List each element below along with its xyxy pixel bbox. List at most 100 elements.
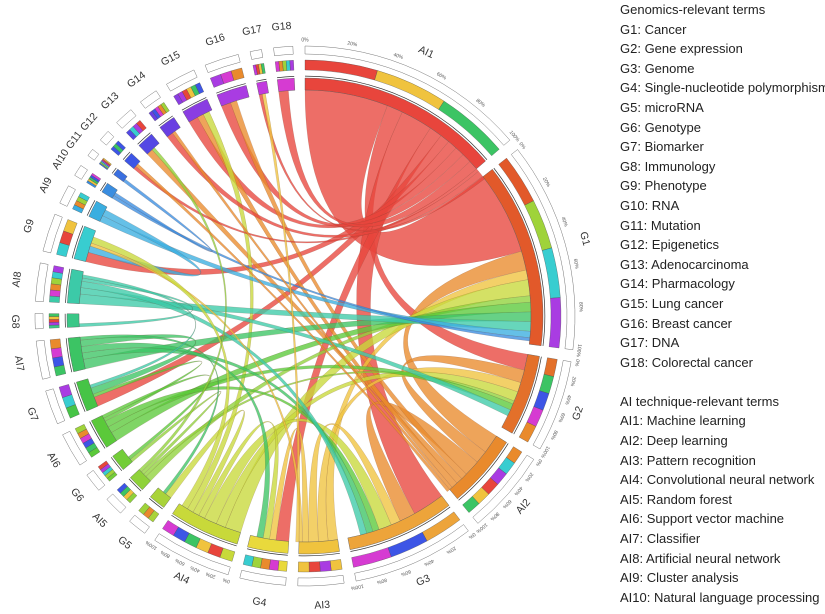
legend-item: AI6: Support vector machine xyxy=(620,511,785,527)
percent-ring xyxy=(42,213,63,254)
segment-band xyxy=(113,168,128,182)
segment-label: G6 xyxy=(68,486,86,505)
composition-block xyxy=(48,321,60,326)
segment-g7: G7 xyxy=(24,378,99,425)
legend-item: AI3: Pattern recognition xyxy=(620,452,756,468)
segment-band xyxy=(159,117,181,138)
composition-block xyxy=(330,559,343,571)
legend-item: G15: Lung cancer xyxy=(620,295,724,311)
legend-genomics-list: G1: Cancer G2: Gene expression G3: Genome G… xyxy=(620,20,825,373)
percent-tick-label: 0% xyxy=(534,458,543,468)
legend-item: G13: Adenocarcinoma xyxy=(620,256,749,272)
segment-axis xyxy=(86,200,96,216)
segment-g3: 0% 20% 40% 60% 80% 100% G3 xyxy=(347,495,477,591)
percent-ring xyxy=(129,514,150,534)
legend-item: G7: Biomarker xyxy=(620,139,704,155)
legend-item: G11: Mutation xyxy=(620,217,701,233)
composition-block xyxy=(116,482,128,494)
percent-tick-label: 0% xyxy=(573,359,580,368)
percent-tick-label: 40% xyxy=(423,557,435,567)
segment-axis xyxy=(246,548,288,556)
segment-label: G7 xyxy=(24,406,40,423)
segment-band xyxy=(112,448,133,470)
segment-g6: G6 xyxy=(68,448,133,505)
percent-ring xyxy=(62,430,87,466)
composition-block xyxy=(63,219,78,235)
chord-root: 0%20%40%60%80%100%AI10%20%40%60%80%100%G… xyxy=(9,20,592,612)
composition-block xyxy=(298,561,310,573)
legend-item: G18: Colorectal cancer xyxy=(620,354,753,370)
percent-tick-label: 100% xyxy=(350,583,364,591)
segment-axis xyxy=(181,97,207,111)
segment-ai5: AI5 xyxy=(90,469,151,530)
percent-tick-label: 0% xyxy=(517,141,527,151)
percent-tick-label: 60% xyxy=(400,568,412,577)
percent-tick-label: 100% xyxy=(474,521,488,534)
percent-ring xyxy=(35,340,51,380)
ribbon-AI2-G1 xyxy=(403,250,527,453)
composition-block xyxy=(304,59,378,81)
percent-ring xyxy=(204,54,241,73)
segment-ai7: AI7 xyxy=(12,336,86,380)
composition-block xyxy=(52,356,65,368)
percent-ring xyxy=(304,45,511,146)
legend-item: AI7: Classifier xyxy=(620,531,701,547)
percent-ring xyxy=(140,90,161,109)
segment-g13: G13 xyxy=(99,90,160,155)
percent-tick-label: 60% xyxy=(501,498,513,510)
segment-label: G18 xyxy=(271,20,292,34)
legend-item: AI2: Deep learning xyxy=(620,433,728,449)
segment-axis xyxy=(216,83,246,94)
segment-label: G8 xyxy=(9,314,21,328)
percent-ring xyxy=(154,533,231,576)
percent-tick-label: 80% xyxy=(475,98,487,109)
percent-tick-label: 100% xyxy=(144,539,158,551)
ribbon-AI4-G4 xyxy=(198,421,279,540)
segment-axis xyxy=(298,552,340,557)
percent-tick-label: 20% xyxy=(204,570,216,579)
percent-ring xyxy=(106,493,127,514)
segment-band xyxy=(76,378,99,412)
percent-tick-label: 100% xyxy=(508,130,521,144)
segment-band xyxy=(256,80,269,95)
percent-ring xyxy=(354,524,469,582)
segment-band xyxy=(182,98,213,123)
legend-item: G17: DNA xyxy=(620,335,680,351)
legend-item: G14: Pharmacology xyxy=(620,276,735,292)
segment-label: G4 xyxy=(252,595,268,609)
composition-block xyxy=(49,324,60,329)
percent-ring xyxy=(166,69,198,92)
legend-item: G4: Single-nucleotide polymorphism xyxy=(620,80,825,96)
legend-item: AI10: Natural language processing xyxy=(620,589,820,605)
composition-block xyxy=(319,560,332,572)
segment-band xyxy=(88,200,108,222)
composition-block xyxy=(462,496,480,513)
composition-block xyxy=(162,520,179,536)
legend-item: G2: Gene expression xyxy=(620,41,743,57)
percent-tick-label: 100% xyxy=(575,344,583,358)
composition-block xyxy=(58,384,73,398)
composition-block xyxy=(52,265,64,274)
segment-g1: 0% 20% 40% 60% 80% 100% G1 xyxy=(482,141,592,358)
composition-block xyxy=(195,82,204,94)
composition-block xyxy=(49,295,60,303)
segment-band xyxy=(304,77,486,170)
segment-axis xyxy=(100,182,107,192)
segment-ai3: AI3 xyxy=(297,539,345,612)
composition-block xyxy=(91,173,102,181)
segment-axis xyxy=(277,76,295,79)
segment-label: G16 xyxy=(204,31,227,49)
percent-tick-label: 40% xyxy=(392,52,404,61)
percent-ring xyxy=(35,262,49,302)
segment-band xyxy=(73,225,96,262)
legend-ai-list: AI1: Machine learning AI2: Deep learning A… xyxy=(620,411,825,607)
segment-band xyxy=(130,469,151,491)
segment-band xyxy=(67,336,86,373)
percent-ring xyxy=(273,46,294,57)
segment-g17: G17 xyxy=(241,23,269,95)
composition-block xyxy=(136,120,147,132)
percent-tick-label: 20% xyxy=(569,376,577,388)
segment-label: AI6 xyxy=(44,450,62,470)
segment-label: AI8 xyxy=(10,271,24,288)
segment-label: AI4 xyxy=(172,569,192,587)
